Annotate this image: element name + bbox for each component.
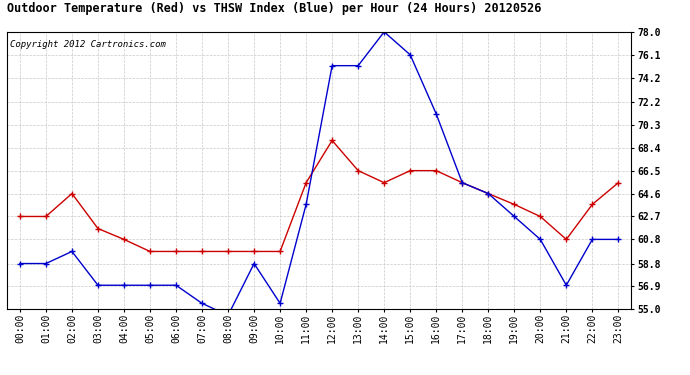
Text: Copyright 2012 Cartronics.com: Copyright 2012 Cartronics.com xyxy=(10,40,166,49)
Text: Outdoor Temperature (Red) vs THSW Index (Blue) per Hour (24 Hours) 20120526: Outdoor Temperature (Red) vs THSW Index … xyxy=(7,2,541,15)
